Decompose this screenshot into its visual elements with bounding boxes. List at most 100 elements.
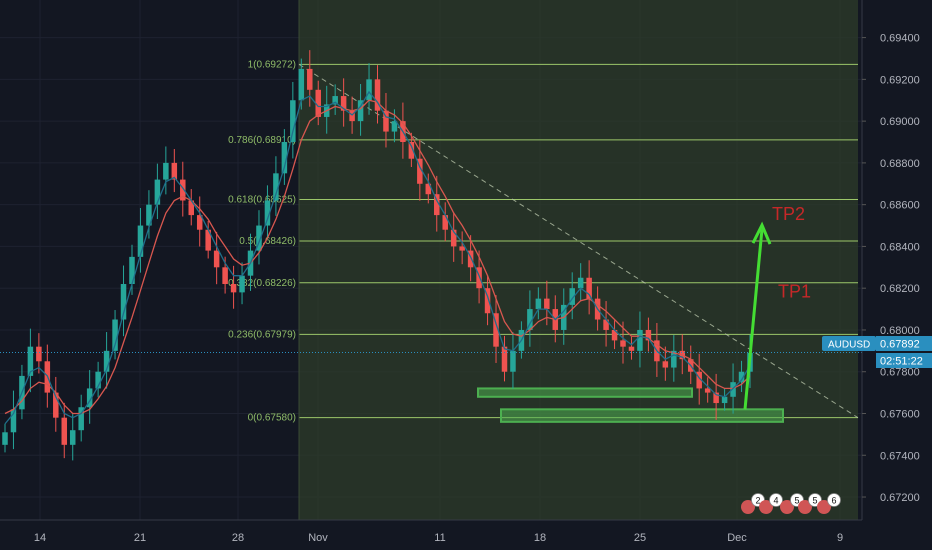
candle[interactable]	[196, 196, 203, 247]
candle[interactable]	[671, 335, 677, 382]
candle[interactable]	[78, 394, 84, 442]
candle[interactable]	[36, 333, 42, 374]
candle[interactable]	[95, 361, 101, 398]
candle[interactable]	[357, 83, 364, 136]
candle[interactable]	[501, 335, 508, 382]
candle[interactable]	[180, 161, 186, 217]
candle[interactable]	[256, 210, 262, 265]
fib-level-label: 1(0.69272)	[248, 59, 296, 70]
price-tick-label: 0.69000	[880, 116, 920, 128]
candle[interactable]	[281, 129, 288, 185]
support-zone[interactable]	[500, 408, 784, 423]
candle[interactable]	[442, 202, 448, 242]
candle-body	[120, 284, 127, 320]
candle[interactable]	[434, 175, 440, 232]
candle[interactable]	[27, 328, 34, 393]
candle[interactable]	[721, 388, 728, 411]
candle[interactable]	[425, 173, 432, 204]
candle[interactable]	[129, 244, 135, 295]
candle[interactable]	[163, 146, 169, 195]
time-axis-panel[interactable]	[0, 520, 932, 550]
candle[interactable]	[569, 272, 575, 320]
candle[interactable]	[696, 353, 702, 405]
economic-event-badge[interactable]: 4	[759, 493, 783, 515]
candle[interactable]	[450, 212, 457, 262]
candle[interactable]	[645, 317, 652, 352]
candle[interactable]	[332, 84, 338, 115]
candle[interactable]	[713, 373, 719, 420]
candle[interactable]	[459, 231, 465, 265]
candle[interactable]	[154, 163, 161, 220]
candle[interactable]	[586, 260, 592, 315]
candle[interactable]	[340, 78, 347, 127]
candle[interactable]	[383, 93, 389, 148]
price-axis[interactable]: 0.69400 0.69200 0.69000 0.68800 0.68600 0.684…	[862, 33, 920, 504]
candle[interactable]	[188, 189, 195, 226]
price-axis-panel[interactable]	[862, 0, 932, 520]
candle[interactable]	[577, 263, 584, 302]
candle[interactable]	[290, 81, 296, 159]
candle[interactable]	[611, 320, 618, 350]
candle[interactable]	[171, 149, 178, 193]
candle[interactable]	[86, 370, 93, 424]
candle-body	[366, 79, 372, 101]
candle-body	[78, 407, 84, 431]
economic-event-badge[interactable]: 6	[817, 493, 841, 515]
candle-body	[213, 250, 220, 268]
candle[interactable]	[704, 377, 711, 403]
candle-body	[577, 277, 584, 289]
candle[interactable]	[230, 265, 237, 309]
candle[interactable]	[374, 65, 381, 124]
candle-body	[146, 204, 152, 226]
candle[interactable]	[315, 80, 321, 126]
candle[interactable]	[120, 265, 127, 337]
candle[interactable]	[527, 290, 533, 347]
candle[interactable]	[493, 295, 499, 363]
candle[interactable]	[366, 63, 372, 115]
candle[interactable]	[2, 423, 8, 453]
event-count-badge	[827, 493, 841, 507]
candle[interactable]	[484, 274, 491, 326]
candle[interactable]	[535, 287, 542, 320]
candle[interactable]	[213, 231, 220, 285]
candle-body	[713, 392, 719, 404]
time-axis[interactable]: 14 21 28 Nov 11 18 25 Dec 9	[34, 532, 843, 544]
event-flag-icon	[817, 500, 831, 514]
candle-body	[442, 215, 448, 230]
candle-body	[467, 250, 474, 268]
candle[interactable]	[10, 390, 17, 450]
candle[interactable]	[112, 310, 118, 360]
candle[interactable]	[146, 190, 152, 239]
candle[interactable]	[239, 262, 245, 305]
event-flag-icon	[780, 500, 794, 514]
candle[interactable]	[205, 220, 211, 259]
candle[interactable]	[69, 412, 76, 461]
candle[interactable]	[637, 311, 643, 368]
candle[interactable]	[103, 332, 110, 389]
candle[interactable]	[738, 360, 745, 392]
time-tick-label: Nov	[308, 532, 328, 544]
candle[interactable]	[53, 376, 59, 432]
candle-body	[391, 121, 398, 132]
support-zone[interactable]	[477, 387, 693, 398]
candle[interactable]	[510, 332, 516, 389]
target-projection-layer: TP1 TP2	[743, 204, 811, 410]
candle-body	[298, 68, 305, 101]
candle[interactable]	[264, 185, 271, 240]
candle-body	[27, 346, 34, 376]
candle-body	[163, 162, 169, 180]
candle-body	[544, 298, 550, 310]
candle[interactable]	[273, 156, 279, 216]
candle[interactable]	[137, 208, 144, 273]
candle-body	[86, 388, 93, 408]
candle-body	[721, 396, 728, 404]
candle[interactable]	[628, 336, 635, 360]
candle-body	[357, 100, 364, 122]
candle-body	[425, 183, 432, 195]
candle[interactable]	[662, 346, 669, 381]
fibonacci-region[interactable]	[299, 0, 858, 520]
candle[interactable]	[603, 301, 609, 347]
candle[interactable]	[408, 132, 415, 167]
candle[interactable]	[307, 50, 313, 107]
